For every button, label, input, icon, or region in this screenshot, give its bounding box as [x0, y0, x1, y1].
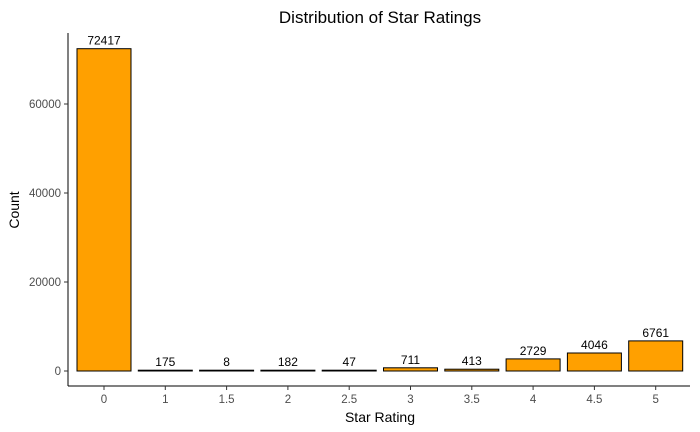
bar-4 [505, 358, 561, 372]
x-tick-label-3: 3 [407, 394, 413, 406]
bar-0 [76, 48, 132, 372]
y-axis-title: Count [6, 191, 22, 228]
data-label-4: 2729 [520, 344, 547, 358]
bar-2.5 [321, 369, 377, 372]
x-tick-label-3.5: 3.5 [464, 394, 480, 406]
y-tick-label-60000: 60000 [29, 99, 61, 111]
data-label-3: 711 [401, 353, 420, 367]
y-tick-label-0: 0 [55, 366, 61, 378]
data-label-4.5: 4046 [581, 338, 608, 352]
data-label-3.5: 413 [462, 354, 482, 368]
bar-3.5 [444, 368, 500, 372]
x-tick-label-1: 1 [162, 394, 168, 406]
data-label-2: 182 [278, 355, 298, 369]
x-tick-label-2: 2 [285, 394, 291, 406]
bar-5 [628, 340, 684, 372]
bars-group [76, 48, 684, 372]
x-tick-label-5: 5 [652, 394, 658, 406]
bar-2 [260, 369, 316, 372]
data-label-1: 175 [155, 355, 175, 369]
data-label-1.5: 8 [223, 355, 230, 369]
x-tick-label-4: 4 [530, 394, 537, 406]
bar-4.5 [566, 352, 622, 372]
data-label-2.5: 47 [343, 355, 357, 369]
x-tick-label-2.5: 2.5 [341, 394, 357, 406]
x-tick-label-1.5: 1.5 [219, 394, 235, 406]
y-tick-label-20000: 20000 [29, 277, 61, 289]
data-label-0: 72417 [87, 34, 121, 48]
x-tick-label-0: 0 [101, 394, 107, 406]
bar-1 [137, 369, 193, 372]
x-tick-label-4.5: 4.5 [586, 394, 602, 406]
bar-3 [383, 367, 438, 372]
bar-1.5 [199, 369, 255, 372]
y-tick-label-40000: 40000 [29, 188, 61, 200]
x-ticks-group: 0 1 1.5 2 2.5 3 3.5 4 4.5 5 [101, 386, 659, 406]
data-label-5: 6761 [642, 326, 669, 340]
chart-title: Distribution of Star Ratings [279, 8, 481, 27]
data-labels-group: 72417 175 8 182 47 711 413 2729 4046 6761 [87, 34, 669, 370]
x-axis-title: Star Rating [345, 409, 415, 425]
y-ticks-group: 0 20000 40000 60000 [29, 99, 68, 378]
